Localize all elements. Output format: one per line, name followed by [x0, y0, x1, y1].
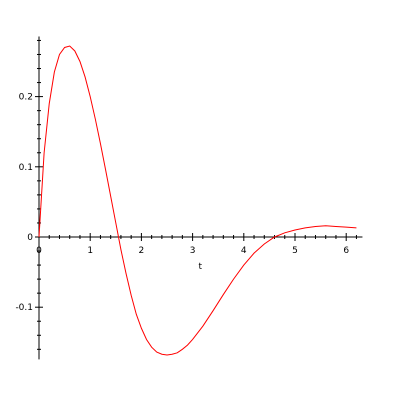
x-axis-label: t — [199, 262, 203, 272]
x-tick-label: 3 — [190, 246, 196, 256]
x-tick-label: 1 — [87, 246, 93, 256]
x-tick-label: 2 — [139, 246, 145, 256]
y-tick-label: -0.1 — [15, 303, 33, 313]
series-layer — [38, 45, 357, 356]
series-line — [38, 45, 357, 356]
x-tick-label: 0 — [36, 246, 42, 256]
x-tick-label: 6 — [343, 246, 349, 256]
y-tick-label: 0 — [27, 233, 33, 243]
axes: 0 1 2 3 4 5 6 0.2 0.1 0 -0.1 t — [15, 36, 363, 360]
x-tick-label: 4 — [241, 246, 247, 256]
y-tick-label: 0.1 — [19, 163, 33, 173]
x-tick-label: 5 — [292, 246, 298, 256]
y-tick-label: 0.2 — [19, 93, 33, 103]
